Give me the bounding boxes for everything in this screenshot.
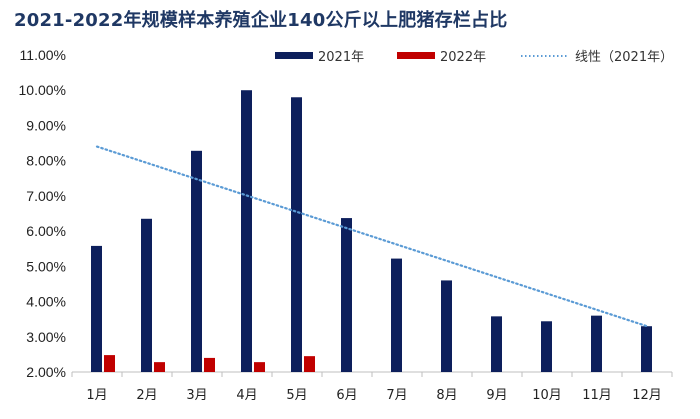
x-tick-label: 9月: [486, 388, 507, 403]
x-tick-label: 1月: [86, 388, 107, 403]
y-tick-label: 4.00%: [26, 294, 66, 310]
x-tick-label: 8月: [436, 388, 457, 403]
x-tick-label: 11月: [582, 388, 612, 403]
bar-2021年-5月: [291, 97, 302, 373]
bar-2022年-4月: [254, 362, 265, 372]
bar-2021年-1月: [91, 245, 102, 372]
y-tick-label: 10.00%: [19, 82, 66, 98]
legend-swatch-2021: [275, 52, 313, 59]
y-tick-label: 7.00%: [26, 188, 66, 204]
x-tick-label: 5月: [286, 388, 307, 403]
bar-2022年-1月: [104, 355, 115, 372]
axes: 2.00% 3.00% 4.00% 5.00% 6.00% 7.00% 8.00% 9.00%…: [19, 47, 673, 403]
bars: [91, 90, 652, 373]
trendline-group: [95, 145, 649, 328]
x-tick-label: 4月: [236, 388, 257, 403]
y-tick-label: 11.00%: [20, 47, 66, 63]
bar-2022年-5月: [304, 356, 315, 372]
legend: 2021年 2022年 线性（2021年）: [275, 50, 673, 65]
bar-2021年-12月: [641, 326, 652, 372]
x-tick-label: 7月: [386, 388, 407, 403]
bar-2021年-3月: [191, 150, 202, 372]
legend-label-2022: 2022年: [440, 50, 486, 65]
y-tick-label: 3.00%: [26, 329, 66, 345]
bar-2022年-3月: [204, 357, 215, 372]
y-tick-label: 5.00%: [26, 258, 66, 274]
y-tick-label: 8.00%: [26, 153, 66, 169]
chart-title: 2021-2022年规模样本养殖企业140公斤以上肥猪存栏占比: [14, 10, 508, 31]
y-tick-label: 2.00%: [26, 364, 66, 380]
bar-2022年-2月: [154, 362, 165, 372]
x-tick-label: 10月: [532, 388, 562, 403]
legend-label-2021: 2021年: [318, 50, 364, 65]
bar-2021年-6月: [341, 218, 352, 372]
x-tick-label: 3月: [186, 388, 207, 403]
bar-2021年-4月: [241, 90, 252, 372]
bar-2021年-11月: [591, 315, 602, 372]
y-tick-label: 6.00%: [26, 223, 66, 239]
trendline: [95, 145, 649, 328]
legend-swatch-2022: [397, 52, 435, 59]
bar-2021年-2月: [141, 218, 152, 372]
bar-2021年-10月: [541, 321, 552, 372]
bar-2021年-7月: [391, 258, 402, 372]
bar-2021年-9月: [491, 316, 502, 372]
legend-label-trend: 线性（2021年）: [575, 50, 673, 65]
y-tick-label: 9.00%: [26, 117, 66, 133]
x-tick-label: 2月: [136, 388, 157, 403]
x-tick-label: 12月: [632, 388, 662, 403]
x-tick-label: 6月: [336, 388, 357, 403]
bar-2021年-8月: [441, 280, 452, 372]
